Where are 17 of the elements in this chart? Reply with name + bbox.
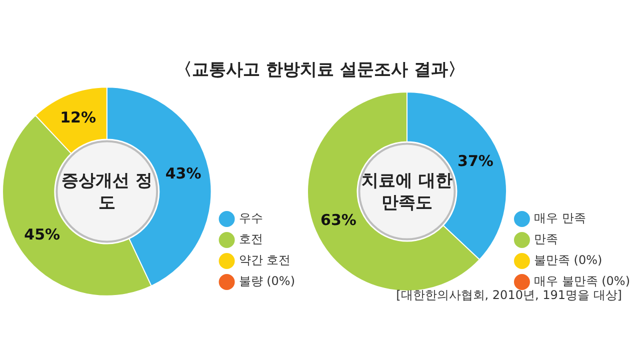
data-label: 63%	[320, 211, 356, 230]
data-label: 37%	[458, 152, 494, 170]
text: 증상개선 정도	[60, 170, 154, 214]
legend-label: 매우 불만족 (0%)	[534, 274, 630, 288]
legend-label: 매우 만족	[534, 211, 586, 226]
legend-label: 만족	[534, 232, 558, 246]
data-label: 12%	[60, 108, 96, 127]
text: 〈교통사고 한방치료 설문조사 결과〉	[175, 60, 465, 80]
text: 치료에 대한 만족도	[360, 170, 454, 214]
data-label: 43%	[165, 164, 202, 182]
data-label: 45%	[24, 225, 60, 244]
text: [대한한의사협회, 2010년, 191명을 대상]	[396, 288, 622, 302]
legend-label: 약간 호전	[238, 253, 291, 268]
legend-label: 우수	[238, 211, 263, 226]
legend-label: 불만족 (0%)	[534, 253, 602, 268]
legend-label: 호전	[238, 232, 263, 246]
legend-label: 불량 (0%)	[238, 274, 296, 288]
